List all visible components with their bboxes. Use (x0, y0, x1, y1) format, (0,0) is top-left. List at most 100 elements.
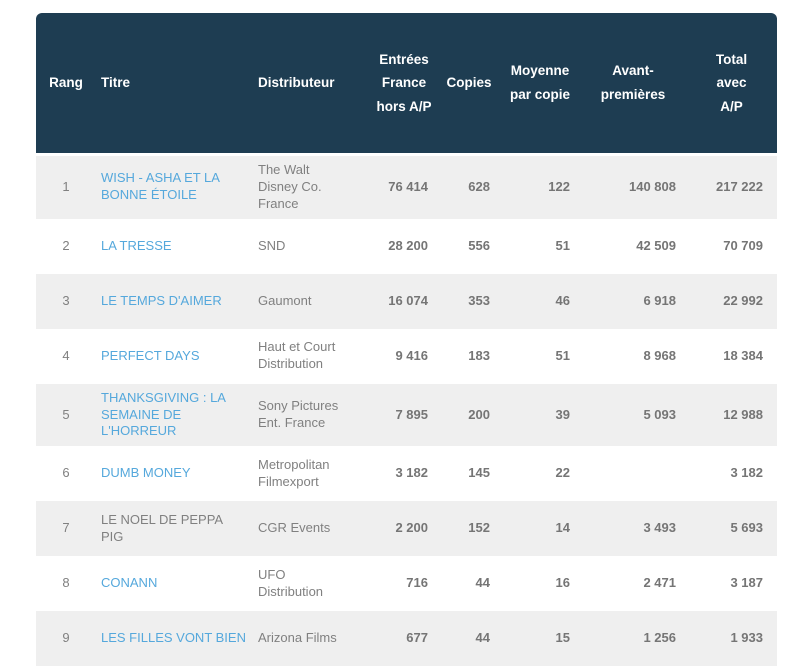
film-title-link[interactable]: LA TRESSE (101, 237, 172, 253)
column-header-distributeur: Distributeur (252, 13, 370, 156)
table-row: 7 LE NOEL DE PEPPA PIG CGR Events 2 200 152 1… (36, 501, 777, 557)
header-row: Rang Titre Distributeur Entrées France h… (36, 13, 777, 156)
table-row: 8 CONANN UFO Distribution 716 44 16 2 471 3 187 (36, 556, 777, 612)
column-header-entrees: Entrées France hors A/P (370, 13, 438, 156)
entries-cell: 3 182 (370, 446, 438, 502)
distributor-cell: Gaumont (252, 273, 370, 329)
total-cell: 3 182 (686, 446, 777, 502)
copies-cell: 44 (438, 611, 500, 667)
entries-cell: 716 (370, 556, 438, 612)
average-per-copy-cell: 46 (500, 273, 580, 329)
distributor-cell: Metropolitan Filmexport (252, 446, 370, 502)
distributor-cell: SND (252, 218, 370, 274)
entries-cell: 9 416 (370, 328, 438, 384)
film-title-link[interactable]: DUMB MONEY (101, 465, 191, 481)
title-cell: LE TEMPS D'AIMER (96, 273, 252, 329)
copies-cell: 46 (438, 666, 500, 670)
entries-cell: 28 200 (370, 218, 438, 274)
previews-cell: 8 968 (580, 328, 686, 384)
title-cell: LA TRESSE (96, 218, 252, 274)
distributor-cell: Sony Pictures Ent. France (252, 383, 370, 447)
entries-cell: 677 (370, 611, 438, 667)
average-per-copy-cell: 16 (500, 556, 580, 612)
column-header-total: Total avec A/P (686, 13, 777, 156)
rank-cell: 3 (36, 273, 96, 329)
previews-cell: 140 808 (580, 156, 686, 219)
distributor-cell: UFO Distribution (252, 556, 370, 612)
previews-cell: 3 266 (580, 666, 686, 670)
copies-cell: 200 (438, 383, 500, 447)
rank-cell: 8 (36, 556, 96, 612)
entries-cell: 2 200 (370, 501, 438, 557)
total-cell: 22 992 (686, 273, 777, 329)
distributor-cell: Arizona Films (252, 611, 370, 667)
copies-cell: 628 (438, 156, 500, 219)
average-per-copy-cell: 39 (500, 383, 580, 447)
film-title-link[interactable]: THANKSGIVING : LA SEMAINE DE L'HORREUR (101, 389, 226, 439)
table-row: 9 LES FILLES VONT BIEN Arizona Films 677 44 1… (36, 611, 777, 667)
film-title-link[interactable]: PERFECT DAYS (101, 347, 200, 363)
column-header-avant-premieres: Avant-premières (580, 13, 686, 156)
total-cell: 3 187 (686, 556, 777, 612)
distributor-cell: The Walt Disney Co. France (252, 156, 370, 219)
rank-cell: 6 (36, 446, 96, 502)
rank-cell: 10 (36, 666, 96, 670)
column-header-titre: Titre (96, 13, 252, 156)
table-body: 1 WISH - ASHA ET LA BONNE ÉTOILE The Walt … (36, 156, 777, 670)
copies-cell: 44 (438, 556, 500, 612)
previews-cell: 3 493 (580, 501, 686, 557)
average-per-copy-cell: 51 (500, 328, 580, 384)
title-cell: LE NOEL DE PEPPA PIG (96, 501, 252, 557)
total-cell: 70 709 (686, 218, 777, 274)
title-cell: PERFECT DAYS (96, 328, 252, 384)
average-per-copy-cell: 12 (500, 666, 580, 670)
copies-cell: 145 (438, 446, 500, 502)
copies-cell: 353 (438, 273, 500, 329)
film-title-link[interactable]: WISH - ASHA ET LA BONNE ÉTOILE (101, 170, 220, 203)
total-cell: 217 222 (686, 156, 777, 219)
average-per-copy-cell: 15 (500, 611, 580, 667)
column-header-copies: Copies (438, 13, 500, 156)
average-per-copy-cell: 122 (500, 156, 580, 219)
table-row: 3 LE TEMPS D'AIMER Gaumont 16 074 353 46 6 918… (36, 273, 777, 329)
entries-cell: 7 895 (370, 383, 438, 447)
copies-cell: 183 (438, 328, 500, 384)
total-cell: 12 988 (686, 383, 777, 447)
film-title-link[interactable]: CONANN (101, 575, 158, 591)
distributor-cell: CGR Events (252, 501, 370, 557)
table-row: 2 LA TRESSE SND 28 200 556 51 42 509 70 709 (36, 218, 777, 274)
table-header: Rang Titre Distributeur Entrées France h… (36, 13, 777, 156)
total-cell: 18 384 (686, 328, 777, 384)
box-office-table-container: Rang Titre Distributeur Entrées France h… (36, 13, 777, 670)
previews-cell (580, 446, 686, 502)
average-per-copy-cell: 22 (500, 446, 580, 502)
title-cell: DUMB MONEY (96, 446, 252, 502)
rank-cell: 2 (36, 218, 96, 274)
film-title-link[interactable]: LES FILLES VONT BIEN (101, 630, 246, 646)
title-cell: WISH - ASHA ET LA BONNE ÉTOILE (96, 156, 252, 219)
table-row: 10CÉSARIA ÉVORA, LA DIVA AUX PIEDS NUSEp… (36, 666, 777, 670)
previews-cell: 5 093 (580, 383, 686, 447)
film-title-link[interactable]: LE TEMPS D'AIMER (101, 292, 222, 308)
entries-cell: 76 414 (370, 156, 438, 219)
rank-cell: 5 (36, 383, 96, 447)
average-per-copy-cell: 14 (500, 501, 580, 557)
previews-cell: 42 509 (580, 218, 686, 274)
total-cell: 3 834 (686, 666, 777, 670)
title-cell: CÉSARIA ÉVORA, LA DIVA AUX PIEDS NUS (96, 666, 252, 670)
distributor-cell: Haut et Court Distribution (252, 328, 370, 384)
distributor-cell: Epicentre Films (252, 666, 370, 670)
column-header-moyenne: Moyenne par copie (500, 13, 580, 156)
table-row: 5 THANKSGIVING : LA SEMAINE DE L'HORREUR S… (36, 383, 777, 447)
title-cell: CONANN (96, 556, 252, 612)
box-office-table: Rang Titre Distributeur Entrées France h… (36, 13, 777, 670)
average-per-copy-cell: 51 (500, 218, 580, 274)
rank-cell: 9 (36, 611, 96, 667)
previews-cell: 1 256 (580, 611, 686, 667)
total-cell: 1 933 (686, 611, 777, 667)
rank-cell: 1 (36, 156, 96, 219)
previews-cell: 2 471 (580, 556, 686, 612)
copies-cell: 556 (438, 218, 500, 274)
title-cell: THANKSGIVING : LA SEMAINE DE L'HORREUR (96, 383, 252, 447)
rank-cell: 7 (36, 501, 96, 557)
